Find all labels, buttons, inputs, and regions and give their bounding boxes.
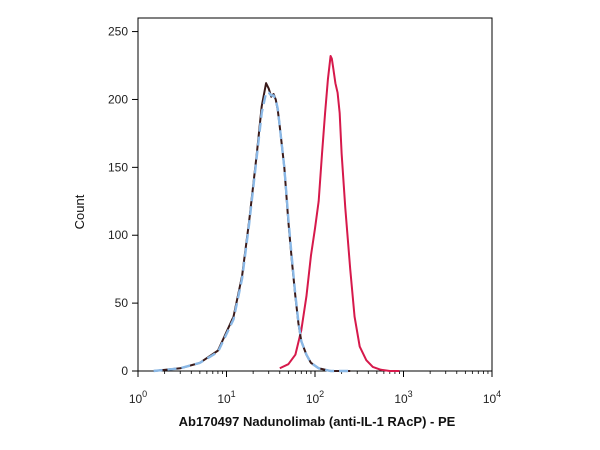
y-tick-label: 250 [108, 25, 128, 39]
x-tick-exponent: 4 [496, 389, 501, 399]
x-tick-label: 103 [394, 389, 412, 406]
y-tick-label: 0 [121, 364, 128, 378]
x-tick-base: 10 [129, 392, 143, 406]
y-axis: 0 50 100 150 200 250 [108, 25, 138, 378]
series-line-2 [153, 82, 351, 372]
x-tick-exponent: 0 [142, 389, 147, 399]
y-tick-label: 150 [108, 160, 128, 174]
x-axis-title: Ab170497 Nadunolimab (anti-IL-1 RAcP) - … [179, 414, 456, 429]
x-tick-base: 10 [394, 392, 408, 406]
series-line-1 [279, 55, 400, 372]
x-tick-label: 100 [129, 389, 147, 406]
x-tick-exponent: 3 [408, 389, 413, 399]
y-tick-label: 100 [108, 228, 128, 242]
x-tick-base: 10 [306, 392, 320, 406]
x-axis: 100 101 102 103 104 [129, 371, 501, 406]
x-tick-label: 101 [217, 389, 235, 406]
y-tick-label: 200 [108, 92, 128, 106]
x-tick-base: 10 [483, 392, 497, 406]
x-tick-exponent: 2 [319, 389, 324, 399]
y-axis-title: Count [72, 194, 87, 229]
x-tick-label: 104 [483, 389, 501, 406]
series-layer [153, 55, 400, 373]
plot-frame [137, 17, 493, 372]
y-tick-label: 50 [115, 296, 129, 310]
x-tick-base: 10 [217, 392, 231, 406]
series-line-3 [153, 91, 351, 373]
x-tick-label: 102 [306, 389, 324, 406]
x-tick-exponent: 1 [231, 389, 236, 399]
